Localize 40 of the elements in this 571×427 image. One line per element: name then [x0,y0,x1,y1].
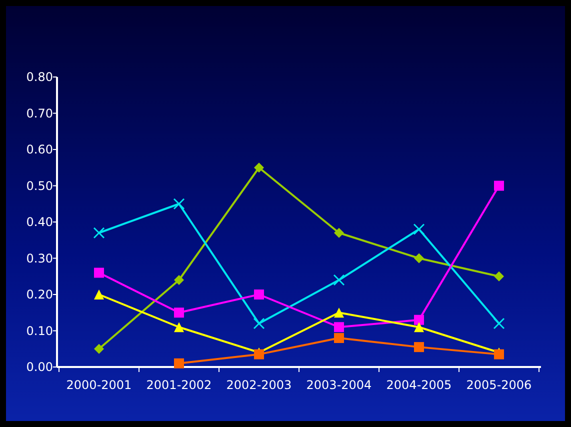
point [334,333,344,343]
point [174,308,184,318]
y-tick-label: 0.20 [26,288,53,302]
x-tick-label: 2002-2003 [226,378,292,392]
y-tick-label: 0.00 [26,360,53,374]
point [94,290,104,300]
y-tick-label: 0.40 [26,215,53,230]
x-tick-label: 2004-2005 [386,378,452,392]
point [174,275,184,285]
y-tick-label: 0.30 [26,251,53,266]
point [334,228,344,238]
point [93,227,105,239]
point [493,318,505,330]
point [173,198,185,210]
x-tick-label: 2001-2002 [146,378,212,392]
point [94,268,104,278]
point [414,322,424,332]
point [333,274,345,286]
point [174,358,184,368]
point [494,271,504,282]
x-tick-label: 2005-2006 [466,378,532,392]
point [174,322,184,332]
y-tick-label: 0.10 [26,324,53,338]
point [253,318,265,330]
point [414,342,424,352]
x-tick-label: 2000-2001 [66,378,132,392]
y-tick-label: 0.50 [26,178,53,193]
point [254,162,264,173]
point [413,224,425,235]
point [334,322,344,332]
point [414,253,424,264]
y-tick-label: 0.60 [26,142,53,157]
point [494,180,504,191]
x-tick-label: 2003-2004 [306,378,372,392]
point [334,308,344,318]
point [254,290,264,300]
point [414,314,424,325]
y-tick-label: 0.80 [26,70,53,84]
y-tick-label: 0.70 [26,106,53,120]
point [94,344,104,354]
